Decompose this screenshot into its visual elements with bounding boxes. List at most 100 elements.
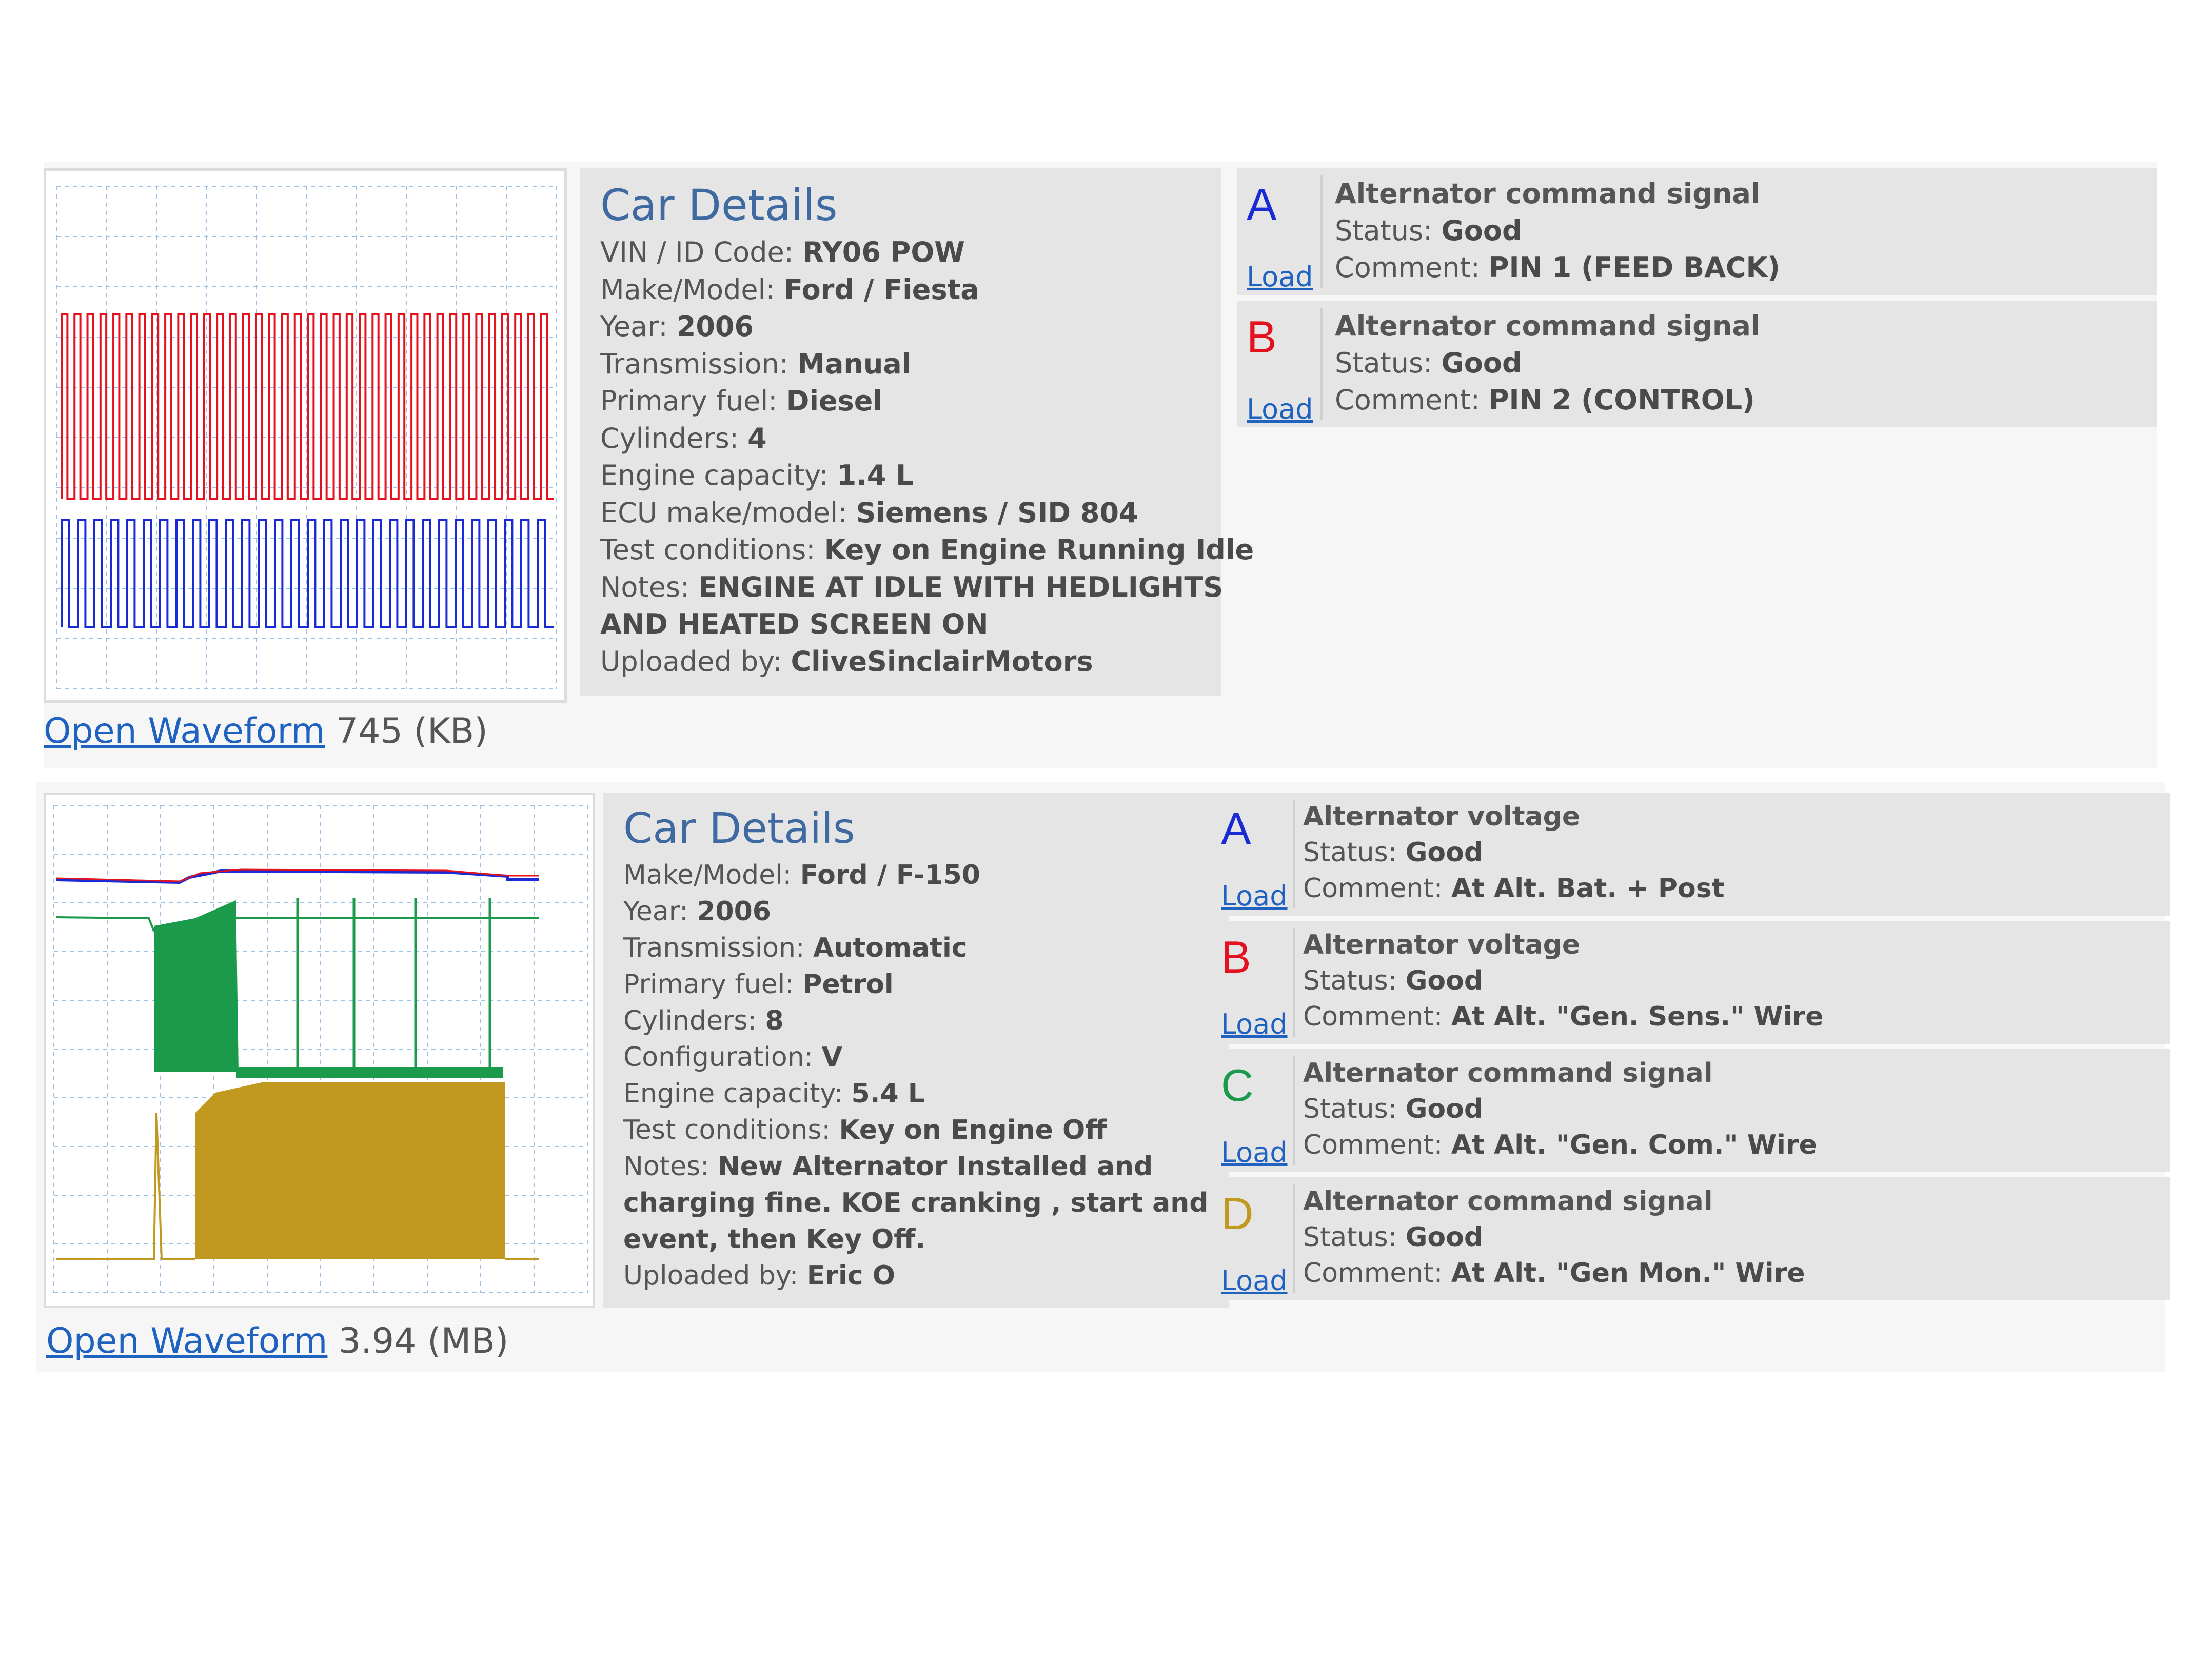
waveform-preview [53, 805, 588, 1293]
status-label: Status: [1335, 347, 1442, 379]
load-link[interactable]: Load [1221, 1264, 1288, 1297]
comment-value: At Alt. "Gen. Sens." Wire [1451, 1001, 1824, 1032]
detail-row: Notes: ENGINE AT IDLE WITH HEDLIGHTS [600, 569, 1223, 606]
detail-value: 8 [765, 1005, 784, 1036]
gold-burst [195, 1082, 505, 1259]
detail-label: Make/Model: [623, 860, 800, 891]
detail-row: AND HEATED SCREEN ON [600, 606, 1200, 643]
channel-a: A Load Alternator command signal Status: Go… [1237, 168, 2157, 295]
channel-status: Status: Good [1303, 835, 1725, 871]
channel-b: B Load Alternator command signal Status: Go… [1237, 301, 2157, 427]
channel-status: Status: Good [1303, 1091, 1817, 1127]
comment-value: PIN 1 (FEED BACK) [1488, 251, 1781, 284]
open-waveform-line: Open Waveform 3.94 (MB) [46, 1321, 508, 1361]
detail-value: Eric O [806, 1260, 895, 1291]
channel-title: Alternator command signal [1303, 1186, 1713, 1217]
trace-blue [61, 519, 554, 628]
channel-info: Alternator voltage Status: Good Comment: A… [1303, 927, 1823, 1035]
status-label: Status: [1303, 1222, 1406, 1253]
car-details-rows: Make/Model: Ford / F-150 Year: 2006 Transm… [623, 857, 1273, 1294]
detail-row: event, then Key Off. [623, 1221, 1208, 1258]
channel-divider [1293, 928, 1295, 1037]
detail-row: ECU make/model: Siemens / SID 804 [600, 495, 1200, 532]
channel-divider [1293, 800, 1295, 908]
open-waveform-link[interactable]: Open Waveform [44, 711, 325, 752]
channel-comment: Comment: PIN 1 (FEED BACK) [1335, 249, 1780, 286]
channel-divider [1293, 1056, 1295, 1165]
file-size: 3.94 (MB) [339, 1321, 509, 1361]
detail-row: Make/Model: Ford / F-150 [623, 857, 1208, 894]
waveform-thumbnail[interactable] [44, 793, 595, 1308]
detail-row: Primary fuel: Diesel [600, 383, 1200, 420]
detail-label: Make/Model: [600, 273, 784, 306]
status-value: Good [1441, 214, 1522, 247]
load-link[interactable]: Load [1247, 261, 1313, 293]
comment-value: At Alt. "Gen. Com." Wire [1451, 1130, 1817, 1160]
detail-row: VIN / ID Code: RY06 POW [600, 234, 1200, 271]
detail-label: Primary fuel: [623, 969, 803, 1000]
channel-title: Alternator command signal [1335, 177, 1761, 210]
detail-label: Cylinders: [623, 1005, 765, 1036]
detail-row: Test conditions: Key on Engine Running I… [600, 531, 1254, 569]
car-details-rows: VIN / ID Code: RY06 POW Make/Model: Ford … [600, 234, 1254, 680]
green-burst [154, 900, 239, 1072]
load-link[interactable]: Load [1221, 1008, 1288, 1040]
status-value: Good [1441, 347, 1522, 379]
detail-value: Key on Engine Running Idle [824, 533, 1254, 566]
trace-red [56, 868, 539, 882]
detail-value: Petrol [802, 969, 894, 1000]
comment-value: PIN 2 (CONTROL) [1488, 384, 1755, 416]
detail-value: New Alternator Installed and [718, 1151, 1153, 1182]
status-value: Good [1405, 1222, 1484, 1253]
waveform-entry-2: Car Details Make/Model: Ford / F-150 Year… [36, 782, 2170, 1372]
detail-value: Ford / Fiesta [783, 273, 979, 306]
detail-value: Automatic [813, 933, 968, 963]
green-band [236, 1067, 503, 1078]
comment-label: Comment: [1303, 1001, 1451, 1032]
trace-blue [56, 869, 539, 884]
detail-label: Notes: [623, 1151, 718, 1182]
detail-value: RY06 POW [802, 236, 965, 268]
channel-info: Alternator command signal Status: Good Com… [1303, 1055, 1817, 1163]
detail-row: Cylinders: 8 [623, 1003, 1208, 1039]
comment-label: Comment: [1303, 873, 1451, 904]
file-size: 745 (KB) [336, 711, 488, 752]
detail-label: Configuration: [623, 1042, 822, 1073]
status-label: Status: [1335, 214, 1442, 247]
detail-value: 5.4 L [851, 1078, 925, 1109]
channel-d: D Load Alternator command signal Status: Go… [1211, 1177, 2170, 1300]
detail-label: Notes: [600, 570, 699, 603]
channel-b: B Load Alternator voltage Status: Good Comme… [1211, 921, 2170, 1044]
comment-label: Comment: [1303, 1130, 1451, 1160]
channel-info: Alternator voltage Status: Good Comment: A… [1303, 799, 1725, 906]
waveform-thumbnail[interactable] [44, 168, 567, 703]
detail-value: Key on Engine Off [839, 1115, 1107, 1145]
channel-comment: Comment: At Alt. "Gen Mon." Wire [1303, 1255, 1805, 1291]
status-label: Status: [1303, 965, 1406, 996]
open-waveform-link[interactable]: Open Waveform [46, 1321, 328, 1361]
load-link[interactable]: Load [1221, 1136, 1288, 1169]
detail-label: VIN / ID Code: [600, 236, 803, 268]
open-waveform-line: Open Waveform 745 (KB) [44, 711, 488, 752]
channel-comment: Comment: At Alt. "Gen. Sens." Wire [1303, 999, 1823, 1035]
channel-letter: A [1247, 179, 1277, 230]
detail-row: Transmission: Automatic [623, 930, 1208, 966]
channel-status: Status: Good [1335, 212, 1780, 249]
detail-label: Test conditions: [600, 533, 824, 566]
detail-value: CliveSinclairMotors [791, 645, 1093, 678]
detail-value: event, then Key Off. [623, 1224, 926, 1255]
channel-divider [1293, 1184, 1295, 1293]
status-value: Good [1405, 837, 1484, 868]
car-details-title: Car Details [623, 804, 855, 853]
comment-label: Comment: [1303, 1258, 1451, 1289]
channel-a: A Load Alternator voltage Status: Good Comme… [1211, 793, 2170, 916]
detail-value: Siemens / SID 804 [856, 496, 1138, 529]
detail-row: Cylinders: 4 [600, 420, 1200, 458]
channel-comment: Comment: At Alt. "Gen. Com." Wire [1303, 1127, 1817, 1163]
channel-status: Status: Good [1335, 345, 1760, 382]
load-link[interactable]: Load [1247, 393, 1313, 425]
detail-value: 1.4 L [837, 459, 914, 491]
detail-label: Engine capacity: [600, 459, 837, 491]
load-link[interactable]: Load [1221, 880, 1288, 912]
detail-row: Notes: New Alternator Installed and [623, 1149, 1208, 1185]
